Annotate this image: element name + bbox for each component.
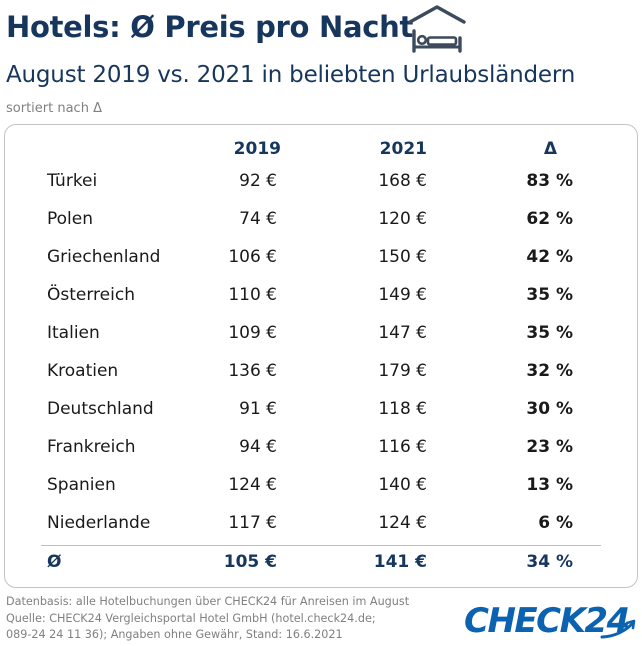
delta-cell: 62 %: [526, 209, 573, 229]
table-row: Italien 109 € 147 € 35 %: [5, 314, 637, 352]
price-2021-cell: 118 €: [378, 399, 427, 419]
table-row: Deutschland 91 € 118 € 30 %: [5, 390, 637, 428]
table-divider: [41, 545, 601, 546]
price-2019-cell: 92 €: [239, 171, 277, 191]
average-row: Ø 105 € 141 € 34 %: [5, 543, 637, 581]
average-2019-cell: 105 €: [223, 552, 277, 572]
delta-cell: 83 %: [526, 171, 573, 191]
delta-cell: 23 %: [526, 437, 573, 457]
table-row: Österreich 110 € 149 € 35 %: [5, 276, 637, 314]
logo-text: CHECK24: [464, 601, 629, 641]
source-note: Datenbasis: alle Hotelbuchungen über CHE…: [6, 594, 409, 644]
price-2019-cell: 94 €: [239, 437, 277, 457]
column-header-2021: 2021: [379, 139, 427, 159]
delta-cell: 35 %: [526, 285, 573, 305]
country-cell: Frankreich: [47, 437, 136, 457]
price-2021-cell: 120 €: [378, 209, 427, 229]
price-2021-cell: 147 €: [378, 323, 427, 343]
price-2021-cell: 149 €: [378, 285, 427, 305]
hotel-bed-icon: [408, 5, 466, 53]
country-cell: Türkei: [47, 171, 98, 191]
price-2019-cell: 74 €: [239, 209, 277, 229]
table-header-row: 2019 2021 Δ: [5, 130, 637, 168]
price-2019-cell: 124 €: [228, 475, 277, 495]
delta-cell: 42 %: [526, 247, 573, 267]
page-subtitle: August 2019 vs. 2021 in beliebten Urlaub…: [6, 62, 576, 88]
table-row: Türkei 92 € 168 € 83 %: [5, 162, 637, 200]
source-line: Quelle: CHECK24 Vergleichsportal Hotel G…: [6, 611, 376, 625]
column-header-delta: Δ: [543, 139, 557, 159]
column-header-2019: 2019: [233, 139, 281, 159]
check24-logo: CHECK24: [464, 601, 636, 641]
delta-cell: 6 %: [538, 513, 573, 533]
price-2019-cell: 117 €: [228, 513, 277, 533]
price-2019-cell: 136 €: [228, 361, 277, 381]
price-2021-cell: 124 €: [378, 513, 427, 533]
delta-cell: 13 %: [526, 475, 573, 495]
delta-cell: 35 %: [526, 323, 573, 343]
price-2019-cell: 106 €: [228, 247, 277, 267]
table-row: Spanien 124 € 140 € 13 %: [5, 466, 637, 504]
country-cell: Polen: [47, 209, 94, 229]
price-2021-cell: 140 €: [378, 475, 427, 495]
table-row: Kroatien 136 € 179 € 32 %: [5, 352, 637, 390]
price-2019-cell: 91 €: [239, 399, 277, 419]
table-row: Polen 74 € 120 € 62 %: [5, 200, 637, 238]
country-cell: Österreich: [47, 285, 135, 305]
source-line: Datenbasis: alle Hotelbuchungen über CHE…: [6, 595, 410, 608]
delta-cell: 32 %: [526, 361, 573, 381]
country-cell: Spanien: [47, 475, 116, 495]
price-table: 2019 2021 Δ Türkei 92 € 168 € 83 % Polen…: [4, 124, 638, 588]
price-2021-cell: 150 €: [378, 247, 427, 267]
source-line: 089-24 24 11 36); Angaben ohne Gewähr, S…: [6, 628, 343, 642]
price-2021-cell: 179 €: [378, 361, 427, 381]
average-2021-cell: 141 €: [373, 552, 427, 572]
country-cell: Deutschland: [47, 399, 154, 419]
price-2019-cell: 110 €: [228, 285, 277, 305]
country-cell: Griechenland: [47, 247, 161, 267]
price-2019-cell: 109 €: [228, 323, 277, 343]
table-row: Niederlande 117 € 124 € 6 %: [5, 504, 637, 542]
average-delta-cell: 34 %: [526, 552, 573, 572]
page-title: Hotels: Ø Preis pro Nacht: [6, 10, 414, 44]
price-2021-cell: 168 €: [378, 171, 427, 191]
table-row: Frankreich 94 € 116 € 23 %: [5, 428, 637, 466]
price-2021-cell: 116 €: [378, 437, 427, 457]
table-row: Griechenland 106 € 150 € 42 %: [5, 238, 637, 276]
country-cell: Italien: [47, 323, 100, 343]
average-label: Ø: [47, 552, 62, 572]
country-cell: Niederlande: [47, 513, 151, 533]
delta-cell: 30 %: [526, 399, 573, 419]
sort-note: sortiert nach Δ: [6, 101, 102, 116]
country-cell: Kroatien: [47, 361, 119, 381]
